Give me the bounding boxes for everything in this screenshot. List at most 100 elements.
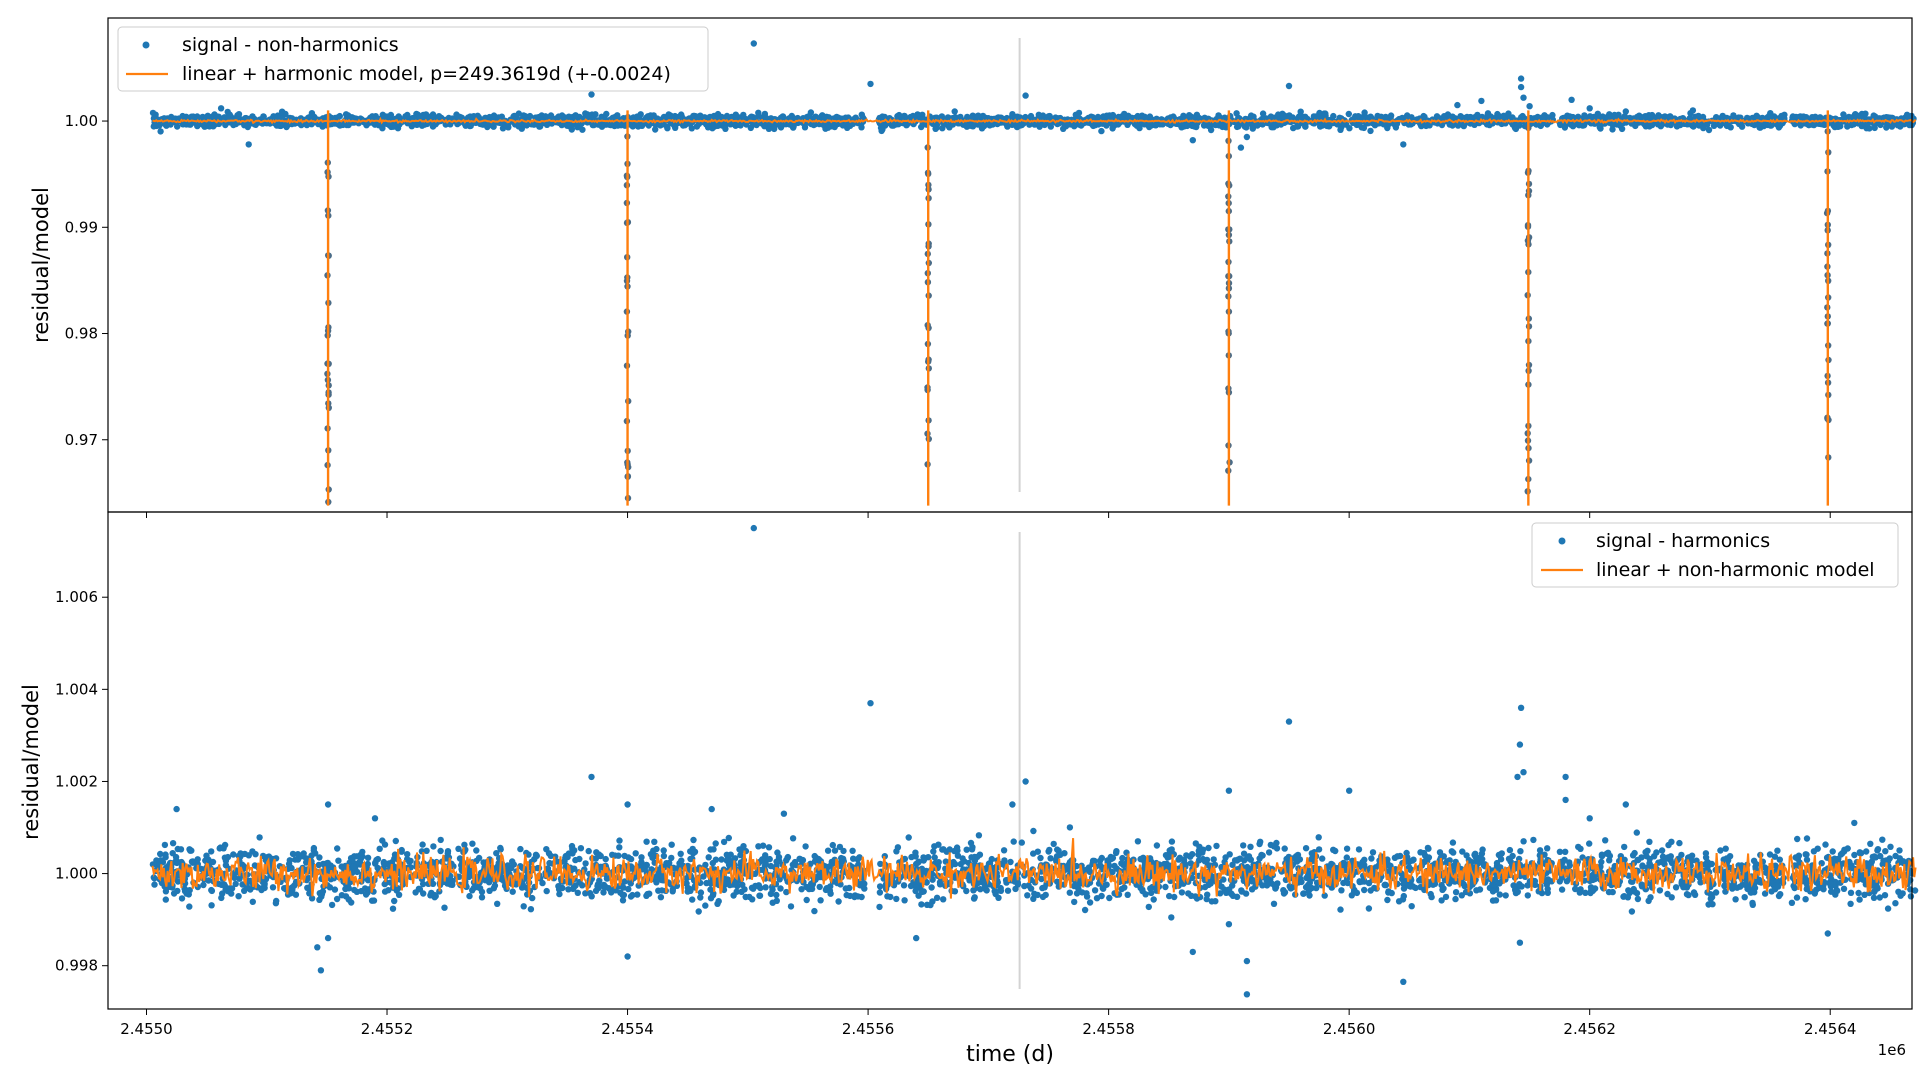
bottom-signal-point (273, 897, 280, 905)
bottom-signal-point (660, 852, 668, 860)
top-signal-point (1121, 110, 1128, 118)
top-signal-point (737, 122, 744, 129)
top-signal-point (170, 115, 177, 122)
top-signal-point (592, 111, 599, 118)
bottom-signal-point (616, 837, 623, 844)
bottom-signal-point (803, 883, 810, 891)
bottom-signal-point (576, 855, 583, 863)
top-signal-point (740, 111, 747, 119)
top-signal-outlier-point (588, 91, 595, 98)
top-signal-point (574, 124, 581, 131)
bottom-signal-point (209, 858, 217, 866)
bottom-signal-point (908, 853, 915, 861)
top-signal-point (1317, 123, 1324, 130)
top-signal-outlier-point (1237, 144, 1245, 151)
top-signal-point (1367, 127, 1374, 135)
top-signal-point (1071, 123, 1078, 130)
bottom-signal-point (840, 847, 847, 855)
top-signal-point (638, 122, 646, 129)
bottom-signal-point (775, 853, 783, 861)
bottom-signal-point (1319, 855, 1326, 862)
bottom-signal-point (843, 891, 850, 899)
bottom-signal-point (876, 903, 883, 911)
bottom-signal-point (292, 856, 299, 863)
bottom-signal-point (208, 902, 215, 909)
bottom-signal-point (914, 859, 922, 866)
bottom-signal-point (381, 841, 389, 848)
bottom-signal-point (564, 853, 571, 861)
top-signal-point (801, 124, 809, 131)
bottom-signal-point (861, 885, 868, 892)
top-signal-point (664, 123, 671, 131)
top-signal-point (1755, 121, 1762, 129)
bottom-signal-point (169, 840, 177, 847)
bottom-signal-point (380, 860, 388, 867)
bottom-signal-point (901, 897, 908, 904)
bottom-signal-point (494, 900, 501, 907)
bottom-signal-point (235, 893, 242, 900)
top-signal-outlier-point (245, 141, 252, 148)
bottom-signal-point (918, 901, 925, 908)
bottom-signal-point (200, 881, 207, 889)
bottom-signal-point (619, 891, 626, 899)
top-signal-point (1012, 114, 1020, 121)
bottom-signal-point (1162, 883, 1169, 891)
top-signal-point (548, 120, 556, 127)
top-signal-point (1661, 113, 1669, 120)
bottom-signal-point (490, 885, 497, 892)
top-signal-point (946, 124, 953, 131)
bottom-signal-point (720, 838, 728, 846)
bottom-signal-point (615, 852, 622, 859)
top-signal-point (643, 114, 650, 122)
bottom-signal-point (739, 881, 746, 888)
bottom-signal-point (545, 850, 553, 857)
bottom-signal-point (765, 844, 773, 851)
bottom-signal-point (350, 863, 358, 870)
bottom-signal-point (920, 857, 927, 864)
bottom-signal-point (802, 843, 809, 850)
bottom-signal-point (208, 887, 216, 895)
top-signal-point (523, 122, 530, 129)
top-signal-outlier-point (1586, 105, 1593, 112)
bottom-signal-point (887, 893, 894, 901)
bottom-signal-point (469, 840, 476, 847)
top-signal-outlier-point (867, 80, 874, 88)
bottom-signal-point (651, 838, 658, 845)
bottom-signal-point (437, 847, 444, 855)
top-signal-point (1249, 125, 1257, 132)
top-signal-point (1233, 123, 1241, 131)
top-signal-point (1133, 122, 1141, 129)
top-signal-point (579, 126, 586, 133)
bottom-signal-point (634, 891, 641, 898)
top-signal-point (1689, 107, 1697, 114)
bottom-signal-point (893, 895, 900, 903)
bottom-signal-point (249, 898, 256, 905)
top-signal-point (1360, 124, 1368, 132)
top-y-tick-label: 1.00 (65, 112, 98, 130)
bottom-signal-point (517, 845, 524, 853)
bottom-signal-point (220, 845, 227, 852)
top-panel: 0.970.980.991.00 residual/model signal -… (29, 17, 1917, 518)
top-signal-point (203, 114, 210, 121)
top-signal-outlier-point (1022, 92, 1029, 99)
bottom-signal-point (585, 847, 592, 855)
top-signal-point (1616, 122, 1624, 129)
bottom-signal-point (835, 898, 842, 905)
bottom-signal-point (555, 886, 563, 893)
bottom-signal-point (177, 846, 185, 853)
bottom-signal-point (695, 908, 702, 915)
bottom-signal-point (905, 834, 912, 841)
bottom-signal-point (690, 850, 697, 857)
top-signal-outlier-point (1189, 137, 1197, 144)
top-signal-outlier-point (1478, 97, 1485, 105)
bottom-signal-point (935, 841, 942, 848)
top-signal-point (979, 112, 987, 120)
top-signal-point (607, 121, 614, 129)
top-signal-point (429, 111, 437, 118)
top-legend-signal-marker (142, 41, 150, 49)
top-y-tick-label: 0.98 (65, 325, 98, 343)
bottom-signal-point (594, 882, 601, 890)
bottom-signal-point (466, 892, 473, 900)
top-signal-point (1478, 113, 1486, 121)
